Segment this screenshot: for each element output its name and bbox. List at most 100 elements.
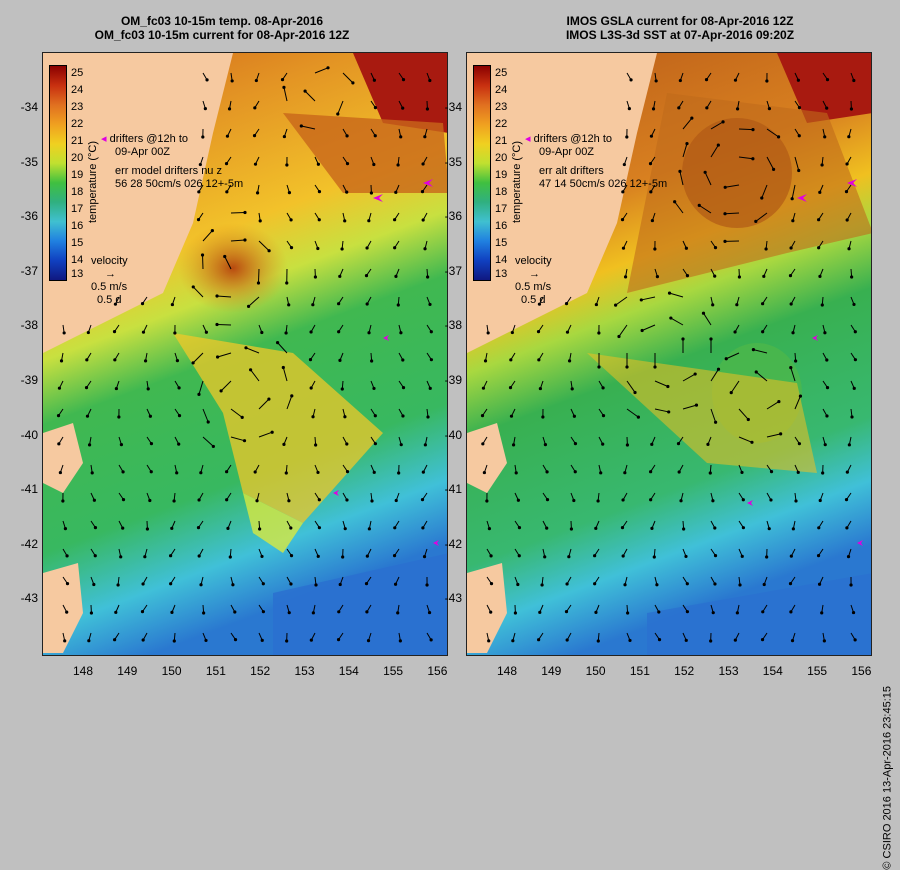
current-arrow-head: [197, 498, 200, 501]
current-arrow-head: [511, 639, 514, 642]
velocity-speed: 0.5 m/s: [91, 281, 127, 293]
current-arrow-head: [216, 355, 219, 358]
current-arrow-head: [798, 106, 801, 109]
current-arrow-head: [94, 526, 97, 529]
colorbar-tick: 22: [71, 119, 83, 130]
current-arrow-head: [854, 358, 857, 361]
current-arrow-head: [288, 611, 291, 614]
current-arrow-head: [705, 78, 708, 81]
x-tick-label: 155: [802, 664, 832, 678]
current-arrow-head: [311, 415, 314, 418]
current-arrow-head: [685, 247, 688, 250]
current-arrow-head: [149, 415, 152, 418]
current-arrow-head: [146, 527, 149, 530]
current-arrow-head: [750, 441, 753, 444]
current-arrow-head: [197, 526, 200, 529]
current-arrow-head: [289, 582, 292, 585]
current-arrow-head: [173, 331, 176, 334]
current-arrow-head: [734, 79, 737, 82]
current-arrow-head: [677, 106, 680, 109]
current-arrow-head: [714, 421, 717, 424]
current-arrow-head: [490, 582, 493, 585]
current-arrow-head: [712, 611, 715, 614]
current-arrow-head: [848, 443, 851, 446]
current-arrow-head: [791, 331, 794, 334]
colorbar-tick: 19: [495, 170, 507, 181]
x-tick-label: 148: [68, 664, 98, 678]
drifters-line2: 09-Apr 00Z: [525, 146, 594, 158]
y-tick-label: -41: [8, 482, 38, 496]
current-arrow-head: [622, 554, 625, 557]
current-arrow-head: [734, 639, 737, 642]
current-arrow-head: [669, 316, 672, 319]
colorbar-tick: 23: [71, 102, 83, 113]
x-tick-label: 150: [581, 664, 611, 678]
current-arrow-head: [374, 442, 377, 445]
drifter-arrow-icon: ◂: [101, 133, 107, 145]
current-arrow-head: [311, 303, 314, 306]
current-arrow-head: [402, 386, 405, 389]
current-arrow-head: [798, 442, 801, 445]
current-arrow-head: [199, 471, 202, 474]
current-arrow-head: [287, 303, 290, 306]
current-arrow-head: [373, 79, 376, 82]
current-arrow-head: [143, 555, 146, 558]
current-arrow-head: [255, 79, 258, 82]
current-arrow-head: [738, 583, 741, 586]
current-arrow-head: [794, 499, 797, 502]
current-arrow-head: [649, 470, 652, 473]
current-arrow-head: [282, 86, 285, 89]
colorbar-tick: 15: [495, 238, 507, 249]
current-arrow-head: [705, 106, 708, 109]
current-arrow-head: [428, 79, 431, 82]
y-tick-label: -36: [432, 209, 462, 223]
current-arrow-head: [85, 358, 88, 361]
current-arrow-head: [574, 442, 577, 445]
current-arrow-head: [487, 639, 490, 642]
current-arrow-head: [690, 117, 693, 120]
current-arrow-head: [709, 337, 712, 340]
current-arrow-head: [394, 583, 397, 586]
credit-text: © CSIRO 2016 13-Apr-2016 23:45:15: [882, 686, 894, 870]
current-arrow-head: [736, 107, 739, 110]
current-arrow-head: [141, 582, 144, 585]
current-arrow-head: [621, 498, 624, 501]
drifters-note: ◂ drifters @12h to 09-Apr 00Z: [525, 133, 612, 159]
current-arrow-head: [401, 106, 404, 109]
current-arrow-head: [170, 527, 173, 530]
current-arrow-head: [761, 330, 764, 333]
current-arrow-head: [677, 442, 680, 445]
colorbar-tick: 24: [495, 85, 507, 96]
current-arrow-head: [825, 106, 828, 109]
current-arrow-head: [370, 499, 373, 502]
colorbar-tick: 14: [71, 255, 83, 266]
current-arrow-head: [678, 470, 681, 473]
current-arrow-head: [790, 555, 793, 558]
current-arrow-head: [290, 554, 293, 557]
current-arrow-head: [565, 610, 568, 613]
current-arrow-head: [741, 555, 744, 558]
colorbar-unit: temperature (°C): [511, 141, 523, 223]
colorbar-tick: 21: [71, 136, 83, 147]
current-arrow-head: [625, 135, 628, 138]
current-arrow-head: [337, 330, 340, 333]
current-arrow-head: [401, 414, 404, 417]
current-arrow-head: [845, 190, 848, 193]
colorbar-unit: temperature (°C): [87, 141, 99, 223]
current-arrow-head: [64, 527, 67, 530]
current-arrow-head: [751, 157, 754, 160]
current-arrow-head: [633, 391, 636, 394]
current-arrow-head: [94, 554, 97, 557]
current-arrow-head: [738, 275, 741, 278]
current-arrow-head: [225, 470, 228, 473]
current-arrow-head: [284, 331, 287, 334]
current-arrow-head: [789, 366, 792, 369]
current-arrow-head: [849, 583, 852, 586]
current-arrow-head: [779, 432, 782, 435]
current-arrow-head: [823, 135, 826, 138]
current-arrow-head: [370, 359, 373, 362]
current-arrow-head: [790, 302, 793, 305]
current-arrow-head: [367, 639, 370, 642]
current-arrow: [739, 129, 753, 130]
current-arrow-head: [651, 219, 654, 222]
